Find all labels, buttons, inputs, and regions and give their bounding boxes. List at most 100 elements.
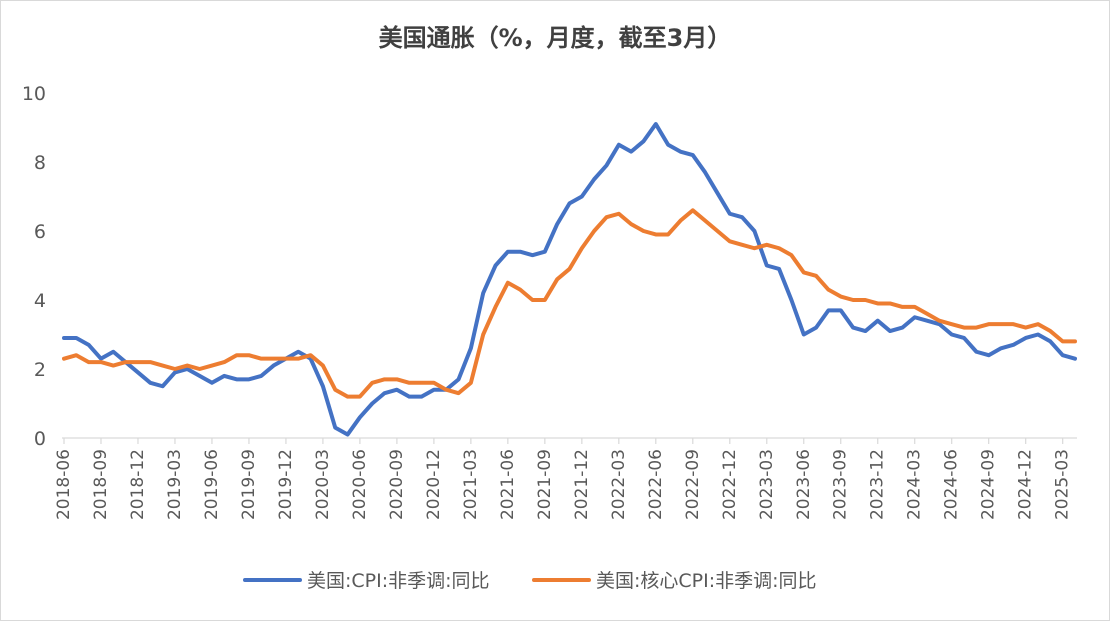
cpi-data-point <box>1073 357 1077 361</box>
cpi-data-point <box>173 370 177 374</box>
core-cpi-data-point <box>752 246 756 250</box>
cpi-data-point <box>604 163 608 167</box>
cpi-data-point <box>900 326 904 330</box>
cpi-data-point <box>222 374 226 378</box>
x-tick-label: 2020-12 <box>424 449 444 520</box>
cpi-data-point <box>333 426 337 430</box>
cpi-data-point <box>789 298 793 302</box>
core-cpi-data-point <box>950 322 954 326</box>
core-cpi-data-point <box>543 298 547 302</box>
core-cpi-data-point <box>851 298 855 302</box>
core-cpi-data-point <box>1036 322 1040 326</box>
core-cpi-data-point <box>826 288 830 292</box>
cpi-data-point <box>420 395 424 399</box>
x-tick-label: 2024-09 <box>979 449 999 520</box>
cpi-data-point <box>691 153 695 157</box>
core-cpi-data-point <box>937 319 941 323</box>
x-tick-label: 2022-09 <box>683 449 703 520</box>
x-axis: 2018-06 2018-09 2018-12 2019-03 2019-06 2019-… <box>54 437 1077 520</box>
core-cpi-data-point <box>715 229 719 233</box>
core-cpi-data-point <box>604 215 608 219</box>
x-tick-label: 2021-09 <box>535 449 555 520</box>
cpi-data-point <box>346 433 350 437</box>
cpi-data-point <box>99 357 103 361</box>
cpi-data-point <box>185 367 189 371</box>
core-cpi-data-point <box>506 281 510 285</box>
core-cpi-data-point <box>666 232 670 236</box>
x-tick-label: 2019-06 <box>202 449 222 520</box>
x-tick-label: 2024-03 <box>905 449 925 520</box>
core-cpi-data-point <box>913 305 917 309</box>
cpi-data-point <box>259 374 263 378</box>
cpi-data-point <box>74 336 78 340</box>
cpi-data-point <box>678 150 682 154</box>
x-tick-label: 2022-06 <box>646 449 666 520</box>
cpi-data-point <box>814 326 818 330</box>
core-cpi-data-point <box>568 267 571 271</box>
cpi-data-point <box>272 364 276 368</box>
cpi-data-point <box>481 291 485 295</box>
cpi-data-point <box>568 201 571 205</box>
core-cpi-data-point <box>765 243 769 247</box>
x-tick-label: 2019-03 <box>165 449 185 520</box>
cpi-data-point <box>1036 333 1040 336</box>
core-cpi-data-point <box>111 364 115 368</box>
y-tick-label: 2 <box>34 359 46 381</box>
core-cpi-data-point <box>62 357 66 361</box>
core-cpi-data-point <box>678 219 682 223</box>
core-cpi-data-point <box>370 381 374 385</box>
core-cpi-data-point <box>740 243 744 247</box>
cpi-data-point <box>802 333 806 336</box>
x-tick-label: 2019-12 <box>276 449 296 520</box>
core-cpi-data-point <box>1048 329 1052 333</box>
cpi-data-point <box>321 384 325 388</box>
core-cpi-data-point <box>703 219 707 223</box>
cpi-data-point <box>161 384 165 388</box>
cpi-data-point <box>826 308 830 312</box>
core-cpi-data-point <box>1011 322 1015 326</box>
cpi-data-point <box>457 377 461 381</box>
core-cpi-data-point <box>309 353 313 357</box>
core-cpi-data-point <box>420 381 424 385</box>
core-cpi-data-point <box>876 301 880 305</box>
core-cpi-data-point <box>259 357 263 361</box>
cpi-data-point <box>851 326 855 330</box>
core-cpi-data-point <box>321 364 325 368</box>
core-cpi-data-point <box>407 381 411 385</box>
core-cpi-data-point <box>469 381 473 385</box>
core-cpi-data-point <box>555 277 559 281</box>
x-tick-label: 2022-03 <box>609 449 629 520</box>
core-cpi-data-point <box>1073 339 1077 343</box>
cpi-data-point <box>999 346 1003 350</box>
core-cpi-data-point <box>531 298 535 302</box>
core-cpi-data-point <box>198 367 202 371</box>
y-tick-label: 10 <box>22 83 46 105</box>
cpi-data-point <box>592 177 596 181</box>
cpi-data-point <box>580 195 584 198</box>
legend-label-core-cpi: 美国:核心CPI:非季调:同比 <box>596 570 817 592</box>
core-cpi-data-point <box>629 222 633 226</box>
cpi-data-point <box>148 381 152 385</box>
cpi-data-point <box>765 264 769 267</box>
core-cpi-data-point <box>87 360 91 364</box>
core-cpi-data-point <box>814 274 818 278</box>
cpi-data-point <box>555 222 559 226</box>
core-cpi-data-point <box>863 298 867 302</box>
core-cpi-data-point <box>580 246 584 250</box>
legend-item-core-cpi: 美国:核心CPI:非季调:同比 <box>532 570 817 592</box>
x-tick-label: 2024-12 <box>1016 449 1036 520</box>
y-tick-label: 8 <box>34 152 46 174</box>
core-cpi-data-point <box>346 395 350 399</box>
core-cpi-data-point <box>691 208 695 212</box>
core-cpi-data-point <box>136 360 140 364</box>
cpi-data-point <box>494 264 498 267</box>
x-tick-label: 2018-06 <box>54 449 74 520</box>
cpi-data-point <box>518 250 522 254</box>
legend: 美国:CPI:非季调:同比 美国:核心CPI:非季调:同比 <box>243 570 817 592</box>
x-tick-label: 2020-06 <box>350 449 370 520</box>
core-cpi-data-point <box>1061 339 1065 343</box>
cpi-data-point <box>506 250 510 254</box>
core-cpi-data-point <box>999 322 1003 326</box>
core-cpi-data-point <box>99 360 103 364</box>
x-tick-label: 2023-09 <box>831 449 851 520</box>
